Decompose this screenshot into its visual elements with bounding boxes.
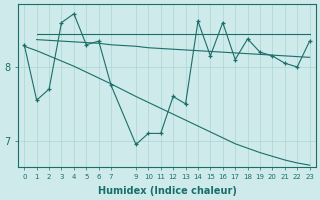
X-axis label: Humidex (Indice chaleur): Humidex (Indice chaleur) — [98, 186, 236, 196]
